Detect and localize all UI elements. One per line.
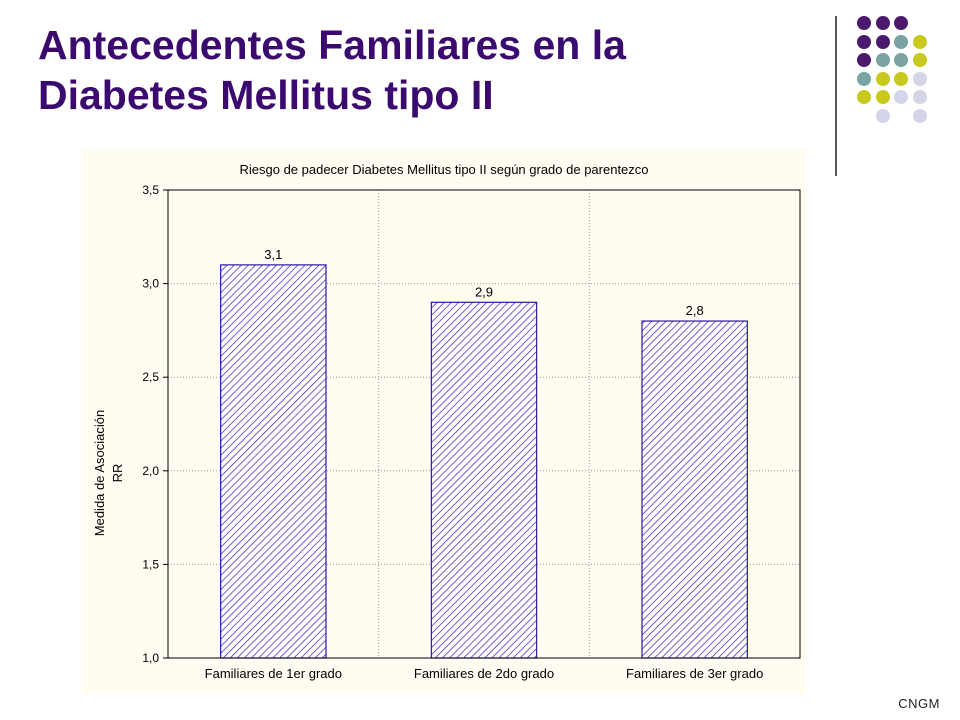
decorative-dot <box>894 16 908 30</box>
bar-value-label: 3,1 <box>264 247 282 262</box>
decorative-divider <box>835 16 837 176</box>
chart-title: Riesgo de padecer Diabetes Mellitus tipo… <box>239 162 648 177</box>
decorative-dot <box>912 71 927 86</box>
bar <box>641 320 748 659</box>
bar-value-label: 2,9 <box>475 284 493 299</box>
y-tick-label: 2,5 <box>142 370 159 384</box>
slide-title-line-1: Antecedentes Familiares en la <box>38 22 626 68</box>
chart-panel: Riesgo de padecer Diabetes Mellitus tipo… <box>82 148 806 694</box>
y-axis-label: Medida de Asociación <box>92 410 107 536</box>
decorative-dot <box>894 71 908 86</box>
decorative-dot <box>875 108 890 123</box>
decorative-dot <box>894 90 908 104</box>
decorative-dot <box>894 34 908 49</box>
decorative-dot <box>875 16 890 30</box>
bar <box>430 301 538 659</box>
decorative-dot <box>875 71 890 86</box>
y-tick-label: 1,0 <box>142 651 159 665</box>
decorative-dot <box>912 34 927 49</box>
decorative-dot <box>912 90 927 104</box>
decorative-dot <box>912 53 927 67</box>
decorative-dot <box>875 53 890 67</box>
decorative-dot <box>857 53 871 67</box>
decorative-dot-grid <box>0 0 960 170</box>
decorative-dot <box>857 16 871 30</box>
slide-title: Antecedentes Familiares en la Diabetes M… <box>38 20 798 120</box>
x-axis-labels: Familiares de 1er grado Familiares de 2do… <box>205 666 764 681</box>
bar <box>220 264 327 659</box>
x-tick-label: Familiares de 2do grado <box>414 666 554 681</box>
y-tick-label: 1,5 <box>142 557 159 571</box>
bar-value-label: 2,8 <box>686 303 704 318</box>
x-tick-label: Familiares de 3er grado <box>626 666 763 681</box>
slide-title-line-2: Diabetes Mellitus tipo II <box>38 72 494 118</box>
y-axis-ticks: 1,0 1,5 2,0 2,5 3,0 3,5 <box>142 183 168 665</box>
decorative-dot <box>875 34 890 49</box>
plot-frame <box>167 189 801 659</box>
decorative-dot <box>857 34 871 49</box>
footer-label: CNGM <box>898 696 940 711</box>
decorative-dot <box>857 90 871 104</box>
decorative-dot <box>894 53 908 67</box>
bar-chart: Riesgo de padecer Diabetes Mellitus tipo… <box>92 162 801 681</box>
y-tick-label: 3,5 <box>142 183 159 197</box>
bars: 3,1 2,9 2,8 <box>220 247 748 659</box>
decorative-dot <box>912 108 927 123</box>
decorative-dot <box>857 71 871 86</box>
x-tick-label: Familiares de 1er grado <box>205 666 342 681</box>
y-tick-label: 3,0 <box>142 277 159 291</box>
decorative-dot <box>875 90 890 104</box>
y-axis-label-unit: RR <box>110 464 125 483</box>
y-tick-label: 2,0 <box>142 464 159 478</box>
